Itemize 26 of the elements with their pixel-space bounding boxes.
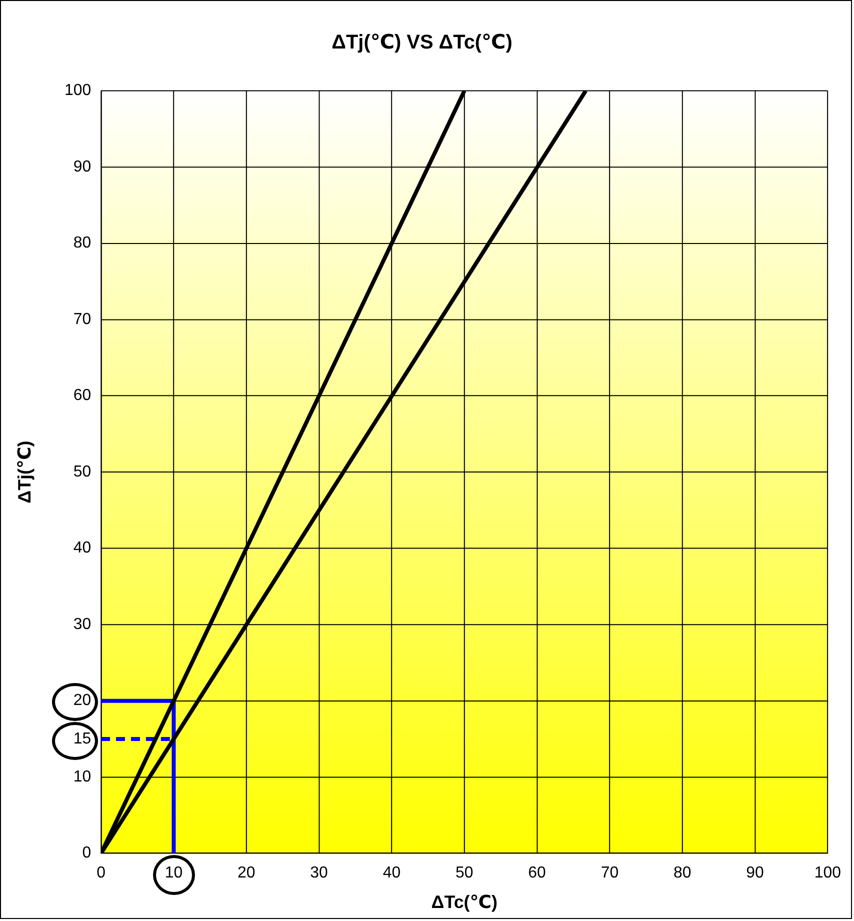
x-tick-label: 50 bbox=[456, 864, 474, 882]
x-tick-label: 90 bbox=[746, 864, 764, 882]
y-tick-label: 40 bbox=[73, 540, 92, 557]
y-tick-label: 0 bbox=[82, 844, 92, 862]
y-tick-label: 30 bbox=[73, 616, 92, 633]
x-tick-label: 10 bbox=[164, 864, 183, 882]
y-tick-label: 80 bbox=[73, 234, 92, 252]
y-tick-label: 20 bbox=[73, 692, 92, 710]
x-tick-label: 0 bbox=[96, 864, 106, 882]
y-axis-title: ΔTj(℃) bbox=[14, 440, 35, 504]
x-axis-title: ΔTc(℃) bbox=[431, 892, 498, 912]
x-tick-label: 100 bbox=[814, 864, 842, 882]
y-tick-label: 60 bbox=[73, 387, 92, 404]
x-tick-label: 70 bbox=[600, 864, 619, 882]
x-tick-label: 40 bbox=[382, 864, 401, 882]
x-tick-label: 20 bbox=[238, 864, 256, 882]
chart-title: ΔTj(℃) VS ΔTc(℃) bbox=[332, 31, 512, 54]
y-tick-label: 70 bbox=[73, 310, 92, 328]
x-tick-label: 60 bbox=[528, 864, 546, 882]
x-tick-label: 80 bbox=[674, 864, 692, 882]
y-tick-label: 50 bbox=[73, 463, 92, 480]
y-tick-label: 10 bbox=[73, 768, 92, 786]
x-tick-label: 30 bbox=[310, 864, 328, 882]
y-tick-label: 90 bbox=[73, 158, 92, 176]
y-tick-label: 15 bbox=[73, 730, 92, 748]
y-tick-label: 100 bbox=[64, 82, 92, 100]
